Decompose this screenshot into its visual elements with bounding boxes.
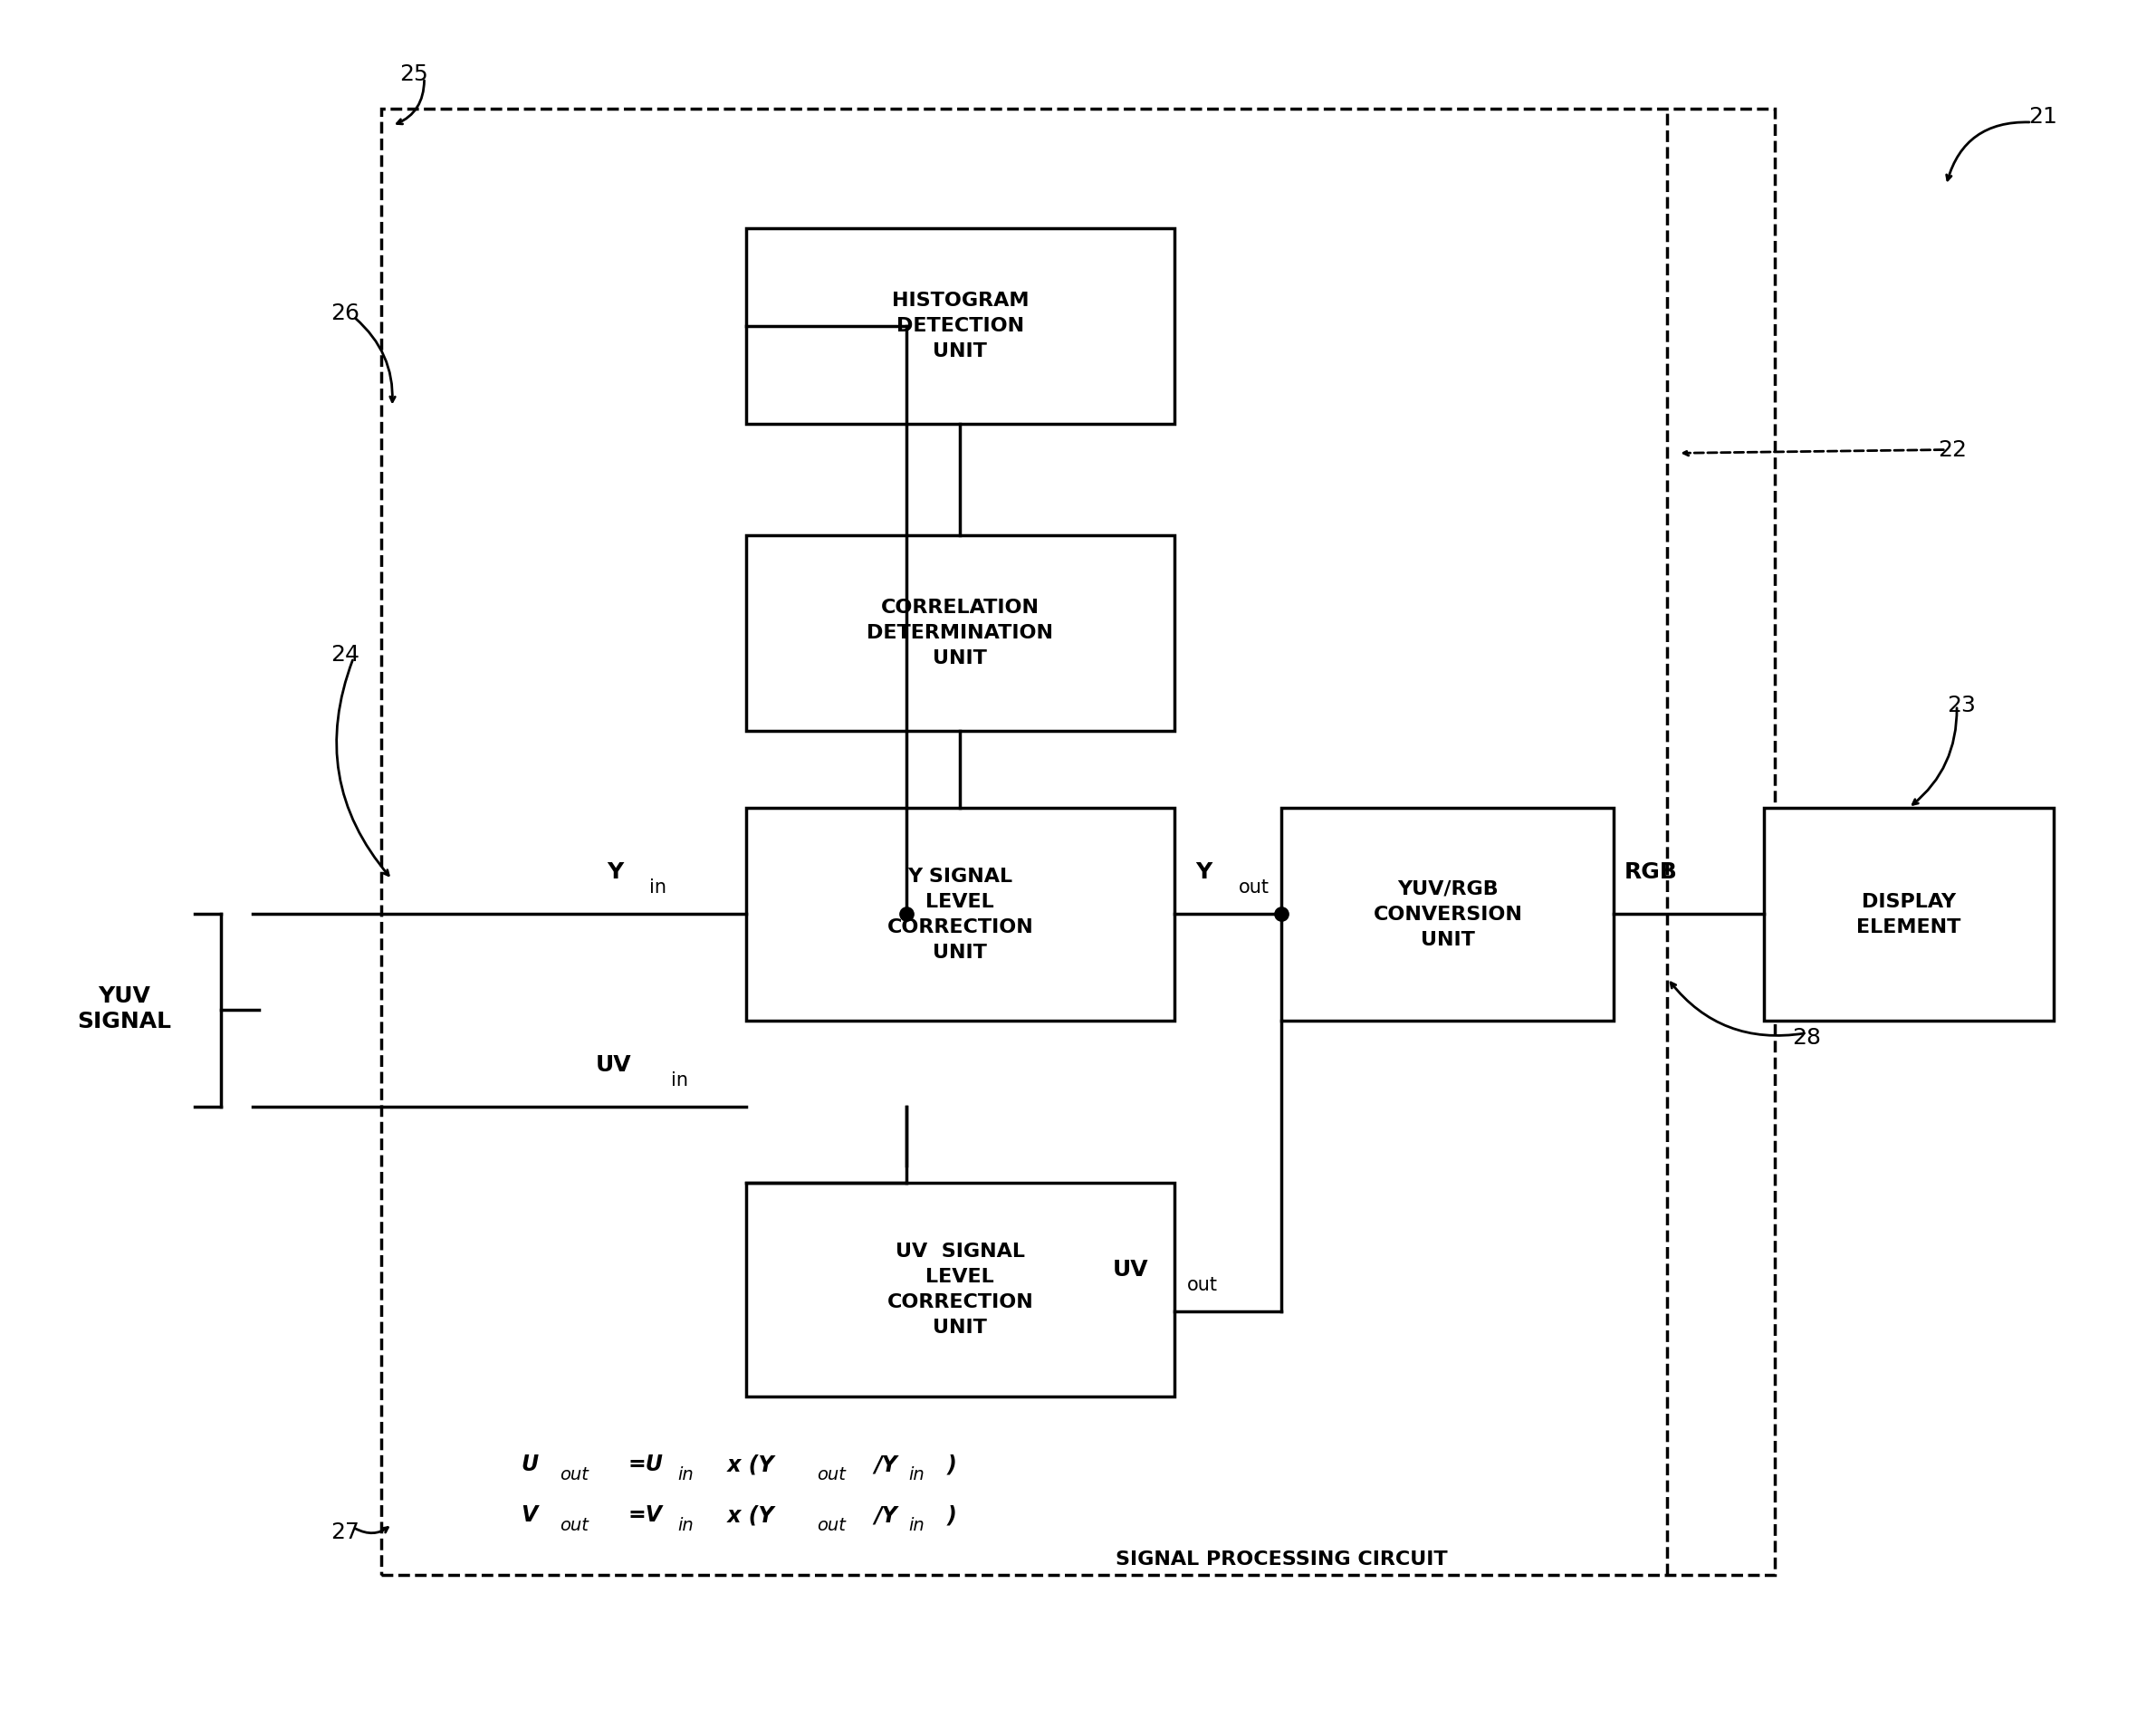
- Text: in: in: [649, 878, 666, 897]
- Text: out: out: [1240, 878, 1270, 897]
- Text: 26: 26: [330, 302, 360, 325]
- Text: UV: UV: [1112, 1259, 1149, 1280]
- Text: 21: 21: [2029, 107, 2057, 129]
- Text: x (Y: x (Y: [720, 1505, 774, 1527]
- Text: =U: =U: [627, 1453, 664, 1476]
- Text: out: out: [817, 1465, 845, 1483]
- Text: CORRELATION
DETERMINATION
UNIT: CORRELATION DETERMINATION UNIT: [867, 598, 1054, 668]
- Text: 23: 23: [1947, 694, 1975, 716]
- Text: Y: Y: [1197, 861, 1212, 883]
- Text: /Y: /Y: [875, 1505, 897, 1527]
- Text: out: out: [1188, 1276, 1218, 1294]
- Text: 24: 24: [330, 644, 360, 665]
- Bar: [746, 228, 1175, 424]
- Text: Y: Y: [606, 861, 623, 883]
- Text: UV  SIGNAL
LEVEL
CORRECTION
UNIT: UV SIGNAL LEVEL CORRECTION UNIT: [886, 1242, 1033, 1337]
- Text: in: in: [671, 1070, 688, 1089]
- Text: ): ): [946, 1505, 957, 1527]
- Text: out: out: [558, 1465, 589, 1483]
- Text: 28: 28: [1792, 1027, 1822, 1050]
- Text: 22: 22: [1938, 438, 1966, 460]
- Text: in: in: [908, 1465, 925, 1483]
- Text: out: out: [558, 1517, 589, 1534]
- Text: SIGNAL PROCESSING CIRCUIT: SIGNAL PROCESSING CIRCUIT: [1115, 1551, 1447, 1569]
- Text: out: out: [817, 1517, 845, 1534]
- Text: x (Y: x (Y: [720, 1453, 774, 1476]
- Bar: [746, 534, 1175, 732]
- Text: 27: 27: [330, 1522, 360, 1543]
- Text: V: V: [522, 1505, 537, 1527]
- Text: U: U: [522, 1453, 539, 1476]
- Bar: [1281, 807, 1615, 1020]
- Text: DISPLAY
ELEMENT: DISPLAY ELEMENT: [1856, 893, 1960, 936]
- Text: in: in: [677, 1465, 694, 1483]
- Text: 25: 25: [399, 64, 427, 86]
- Text: in: in: [908, 1517, 925, 1534]
- Text: Y SIGNAL
LEVEL
CORRECTION
UNIT: Y SIGNAL LEVEL CORRECTION UNIT: [886, 868, 1033, 962]
- Text: UV: UV: [595, 1053, 632, 1075]
- Text: =V: =V: [627, 1505, 662, 1527]
- Text: HISTOGRAM
DETECTION
UNIT: HISTOGRAM DETECTION UNIT: [893, 292, 1028, 361]
- Bar: [746, 1184, 1175, 1397]
- Text: RGB: RGB: [1626, 861, 1677, 883]
- Text: YUV/RGB
CONVERSION
UNIT: YUV/RGB CONVERSION UNIT: [1373, 880, 1522, 948]
- Text: YUV
SIGNAL: YUV SIGNAL: [78, 986, 170, 1033]
- Bar: [1764, 807, 2053, 1020]
- Bar: [382, 108, 1774, 1575]
- Text: in: in: [677, 1517, 694, 1534]
- Text: ): ): [946, 1453, 957, 1476]
- Text: /Y: /Y: [875, 1453, 897, 1476]
- Bar: [746, 807, 1175, 1020]
